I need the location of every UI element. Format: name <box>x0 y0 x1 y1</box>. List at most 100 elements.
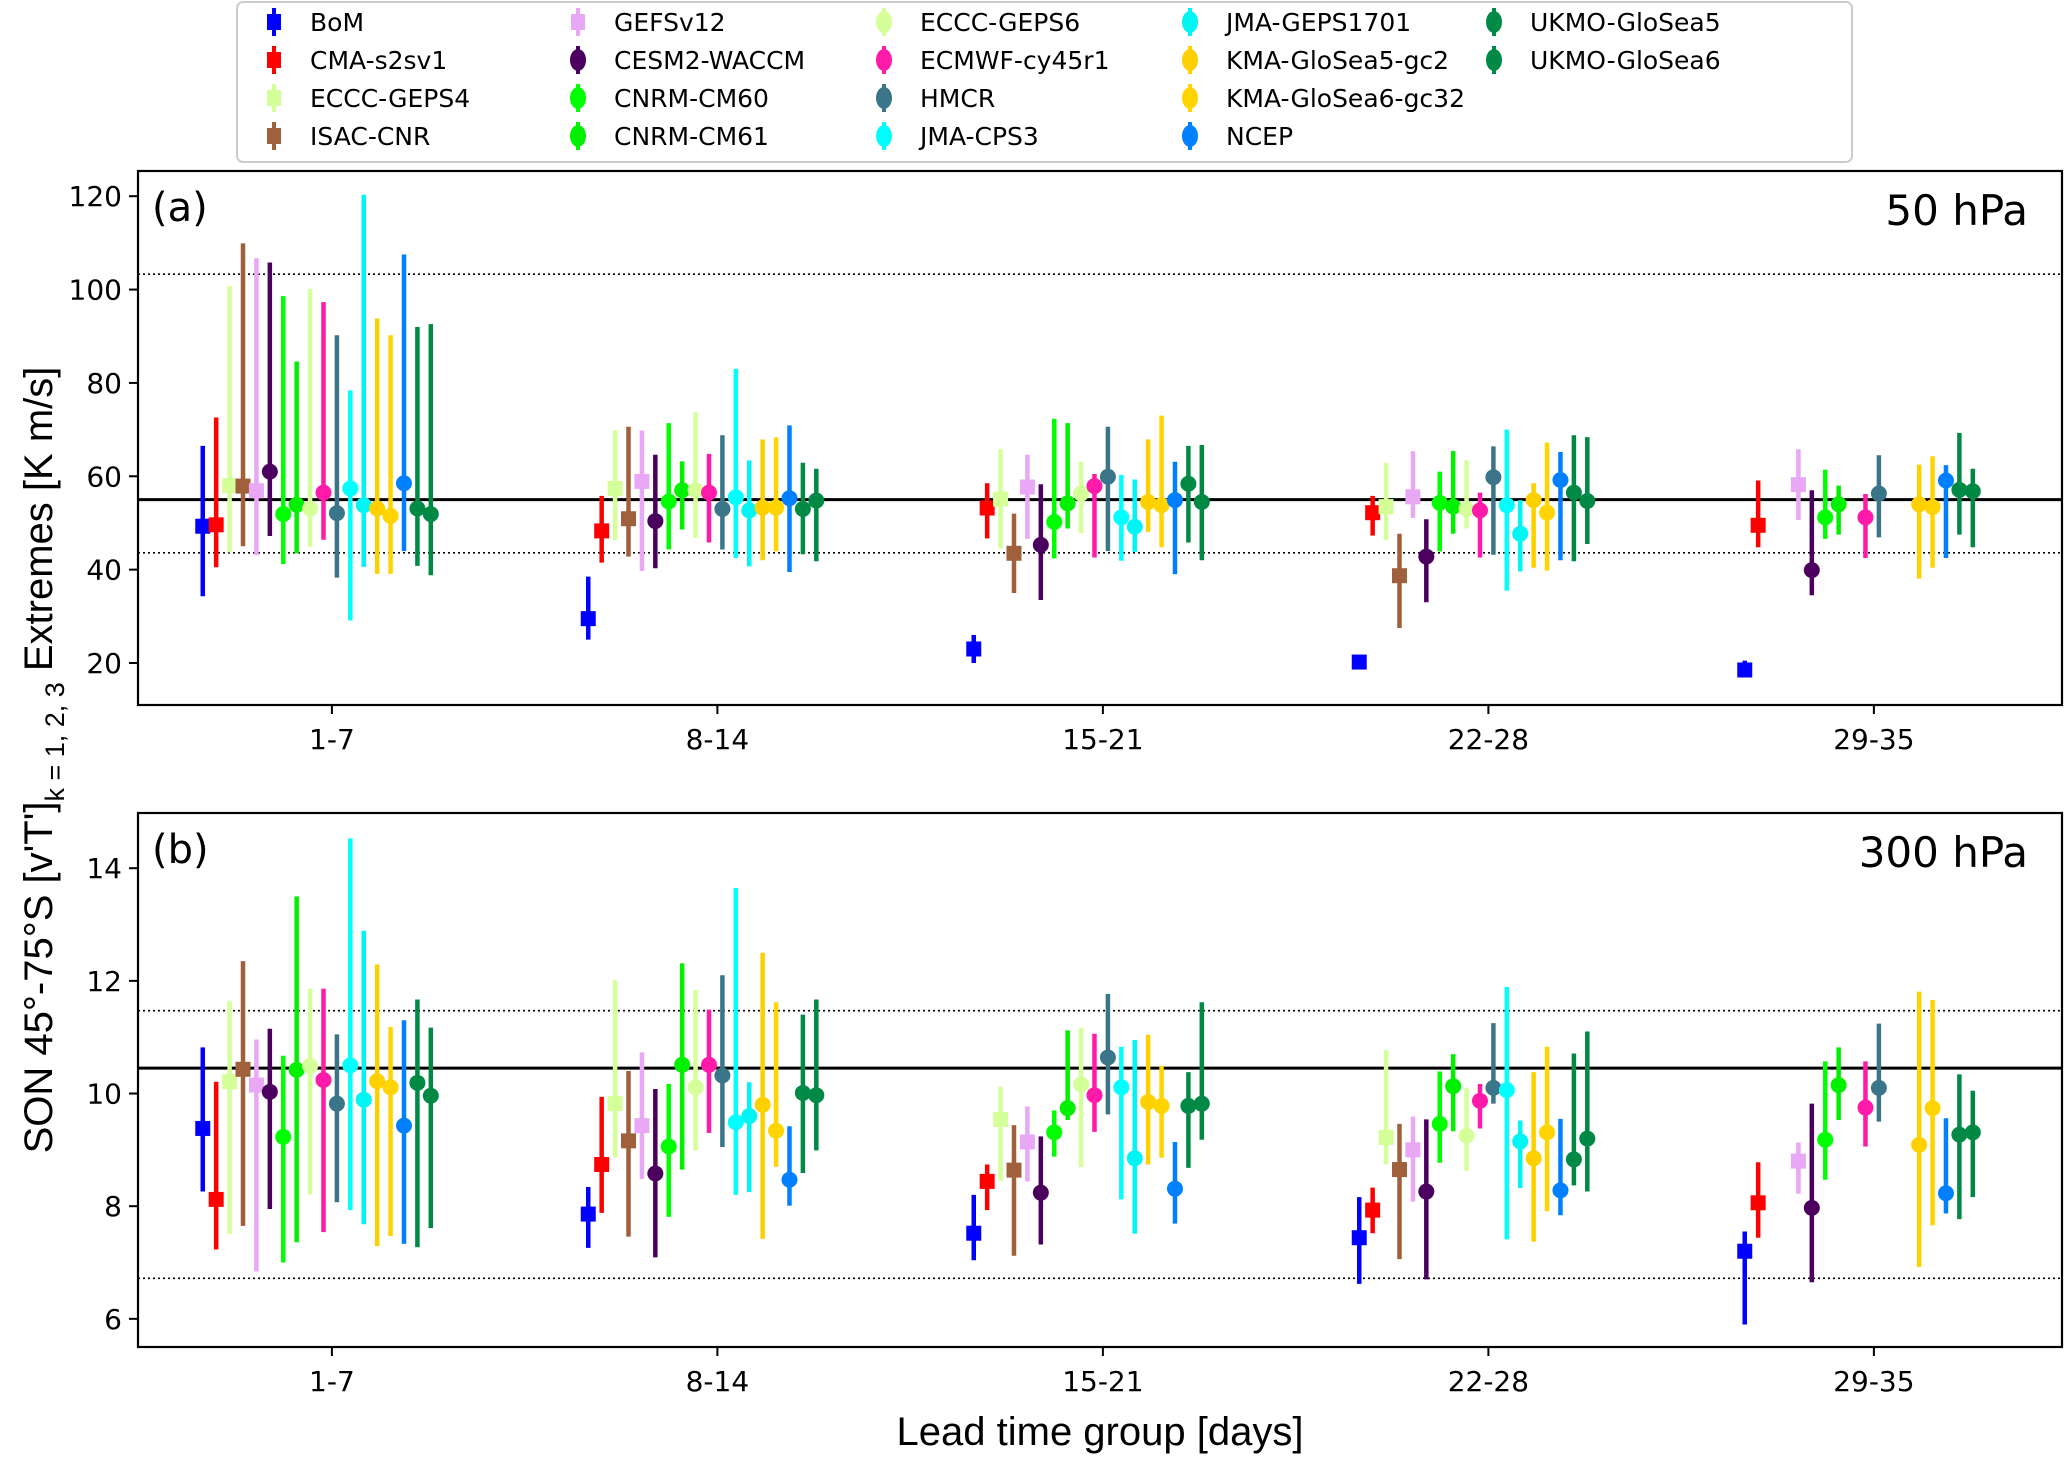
data-point-square <box>1405 489 1421 505</box>
data-point-circle <box>1512 1133 1529 1150</box>
y-tick-label: 8 <box>104 1190 122 1223</box>
data-point-circle <box>1180 475 1197 492</box>
legend-label: JMA-GEPS1701 <box>1224 8 1411 37</box>
data-point-circle <box>687 1079 704 1096</box>
data-point-circle <box>1073 1076 1090 1093</box>
data-point-circle <box>1431 1115 1448 1132</box>
data-point-circle <box>1032 536 1049 553</box>
data-point-square <box>1737 662 1753 678</box>
legend-marker-circle <box>570 49 586 71</box>
data-point-square <box>621 1133 637 1149</box>
series-cesm2-waccm <box>261 262 1820 603</box>
data-point-square <box>1351 654 1367 670</box>
data-point-circle <box>768 1122 785 1139</box>
data-point-circle <box>1153 497 1170 514</box>
data-point-circle <box>315 484 332 501</box>
legend-marker-square <box>267 128 281 144</box>
y-tick-label: 10 <box>86 1078 122 1111</box>
series-isac-cnr <box>235 961 1407 1260</box>
legend-item-ecmwf-cy45r1: ECMWF-cy45r1 <box>876 46 1109 75</box>
data-point-circle <box>288 496 305 513</box>
series-jma-geps1701 <box>355 194 1529 572</box>
series-ncep <box>395 254 1954 575</box>
data-point-circle <box>1153 1097 1170 1114</box>
data-point-circle <box>1086 478 1103 495</box>
data-point-circle <box>1113 1079 1130 1096</box>
x-tick-label: 1-7 <box>309 1365 355 1398</box>
data-point-square <box>1750 517 1766 533</box>
panel-tag: (a) <box>152 185 208 231</box>
legend-label: BoM <box>310 8 364 37</box>
data-point-circle <box>1193 493 1210 510</box>
data-point-circle <box>1539 504 1556 521</box>
data-point-square <box>1378 1129 1394 1145</box>
data-point-circle <box>1458 1127 1475 1144</box>
y-axis-label-tail: Extremes [K m/s] <box>17 367 61 683</box>
data-point-circle <box>727 489 744 506</box>
legend-item-eccc-geps4: ECCC-GEPS4 <box>267 84 470 113</box>
legend-item-kma-glosea5-gc2: KMA-GloSea5-gc2 <box>1182 46 1449 75</box>
data-point-square <box>634 473 650 489</box>
data-point-circle <box>714 500 731 517</box>
data-point-circle <box>1431 494 1448 511</box>
data-point-circle <box>382 507 399 524</box>
data-point-circle <box>754 1096 771 1113</box>
series-cma-s2sv1 <box>208 417 1766 568</box>
data-point-circle <box>261 463 278 480</box>
data-point-square <box>580 1206 596 1222</box>
series-jma-cps3 <box>342 368 1515 621</box>
data-point-circle <box>1418 1183 1435 1200</box>
legend-frame <box>236 1 1853 163</box>
data-point-circle <box>1140 1093 1157 1110</box>
data-point-circle <box>647 1165 664 1182</box>
data-point-circle <box>1445 1078 1462 1095</box>
legend-item-cesm2-waccm: CESM2-WACCM <box>570 46 805 75</box>
y-tick-label: 100 <box>69 274 122 307</box>
data-point-circle <box>808 492 825 509</box>
y-tick-label: 60 <box>86 460 122 493</box>
y-tick-label: 20 <box>86 647 122 680</box>
series-ecmwf-cy45r1 <box>315 988 1874 1233</box>
series-ukmo-glosea6 <box>422 324 1981 576</box>
data-point-circle <box>422 506 439 523</box>
data-point-circle <box>369 500 386 517</box>
x-tick-label: 29-35 <box>1833 723 1914 756</box>
data-point-circle <box>700 1056 717 1073</box>
data-point-circle <box>395 475 412 492</box>
data-point-circle <box>1565 1151 1582 1168</box>
data-point-circle <box>1471 1092 1488 1109</box>
series-kma-glosea6-gc32 <box>382 1000 1941 1237</box>
legend-marker-square <box>267 52 281 68</box>
series-cnrm-cm60 <box>275 1055 1834 1263</box>
panel-tag: (b) <box>152 827 209 873</box>
data-point-circle <box>1857 509 1874 526</box>
series-hmcr <box>328 335 1887 578</box>
data-point-circle <box>754 499 771 516</box>
data-point-circle <box>687 482 704 499</box>
data-point-circle <box>1924 499 1941 516</box>
x-tick-label: 22-28 <box>1448 1365 1529 1398</box>
data-point-square <box>208 517 224 533</box>
series-cnrm-cm61 <box>288 361 1847 554</box>
data-point-square <box>1737 1243 1753 1259</box>
legend-marker-circle <box>876 11 892 33</box>
y-axis-label-main: SON 45°-75°S [v'T'] <box>17 802 61 1154</box>
data-point-circle <box>1565 484 1582 501</box>
data-point-circle <box>794 1084 811 1101</box>
data-point-square <box>634 1118 650 1134</box>
legend-marker-circle <box>1486 11 1502 33</box>
data-point-square <box>1365 1202 1381 1218</box>
legend-item-kma-glosea6-gc32: KMA-GloSea6-gc32 <box>1182 84 1465 113</box>
legend-item-eccc-geps6: ECCC-GEPS6 <box>876 8 1080 37</box>
data-point-circle <box>1140 493 1157 510</box>
data-point-circle <box>741 502 758 519</box>
data-point-circle <box>328 1095 345 1112</box>
data-point-square <box>993 491 1009 507</box>
legend-label: CNRM-CM61 <box>614 122 769 151</box>
series-cma-s2sv1 <box>208 1081 1766 1250</box>
data-point-circle <box>741 1108 758 1125</box>
legend-item-cma-s2sv1: CMA-s2sv1 <box>267 46 447 75</box>
data-point-square <box>235 478 251 494</box>
data-point-circle <box>1817 509 1834 526</box>
series-ukmo-glosea5 <box>409 326 1968 566</box>
